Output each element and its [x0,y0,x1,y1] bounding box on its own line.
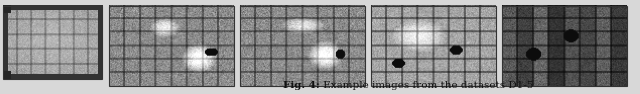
Bar [502,6,627,86]
Bar [109,6,234,86]
Text: Fig. 4:: Fig. 4: [284,81,320,90]
Bar [3,6,102,79]
Bar [371,6,496,86]
Bar [240,6,365,86]
Text: Example images from the datasets D1-5: Example images from the datasets D1-5 [320,81,533,90]
